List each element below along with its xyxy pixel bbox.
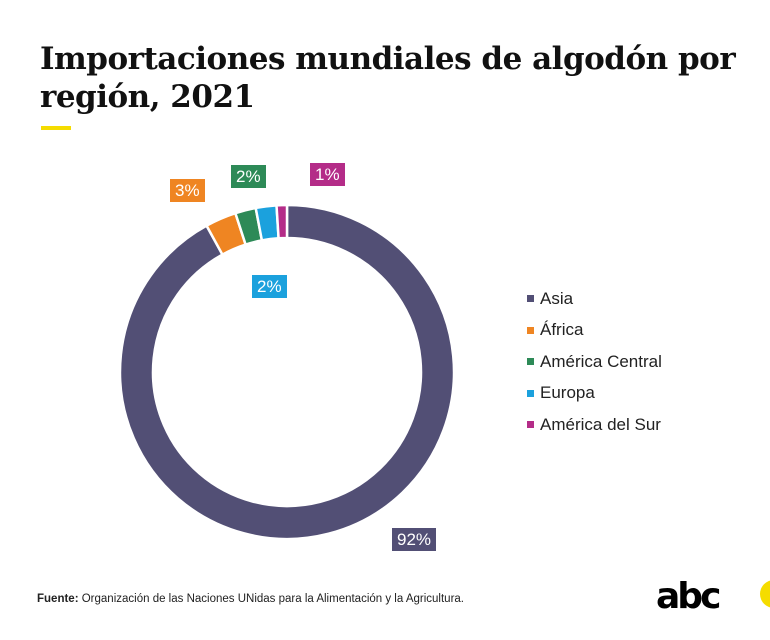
chart-title: Importaciones mundiales de algodón por r… [40,41,736,115]
legend-label: América del Sur [540,414,661,434]
legend-item: Asia [527,283,662,315]
legend-label: Europa [540,383,595,403]
legend-item: América del Sur [527,409,662,441]
legend-item: África [527,315,662,347]
legend-label: África [540,320,584,340]
legend-item: Europa [527,378,662,410]
data-label: 2% [231,165,266,188]
source-text: Organización de las Naciones UNidas para… [81,593,464,605]
abc-logo: abc [656,576,770,623]
legend-swatch-icon [527,295,534,303]
legend-swatch-icon [527,389,534,397]
legend-swatch-icon [527,326,534,334]
data-label: 2% [252,275,287,298]
slice-asia [118,203,456,541]
logo-sun-icon [760,580,770,608]
legend-label: Asia [540,288,574,308]
data-label: 92% [392,528,437,551]
source-note: Fuente: Organización de las Naciones UNi… [37,593,464,605]
data-label: 3% [170,179,205,202]
logo-text: abc [656,578,719,617]
legend: Asia África América Central Europa América d… [527,283,662,441]
title-accent-bar [41,126,71,130]
legend-swatch-icon [527,358,534,366]
slice-america-del-sur [275,203,289,240]
legend-item: América Central [527,346,662,378]
legend-label: América Central [540,351,662,371]
source-label: Fuente: [37,593,79,605]
data-label: 1% [310,163,345,186]
legend-swatch-icon [527,421,534,429]
abc-logo-icon: abc [656,576,770,617]
